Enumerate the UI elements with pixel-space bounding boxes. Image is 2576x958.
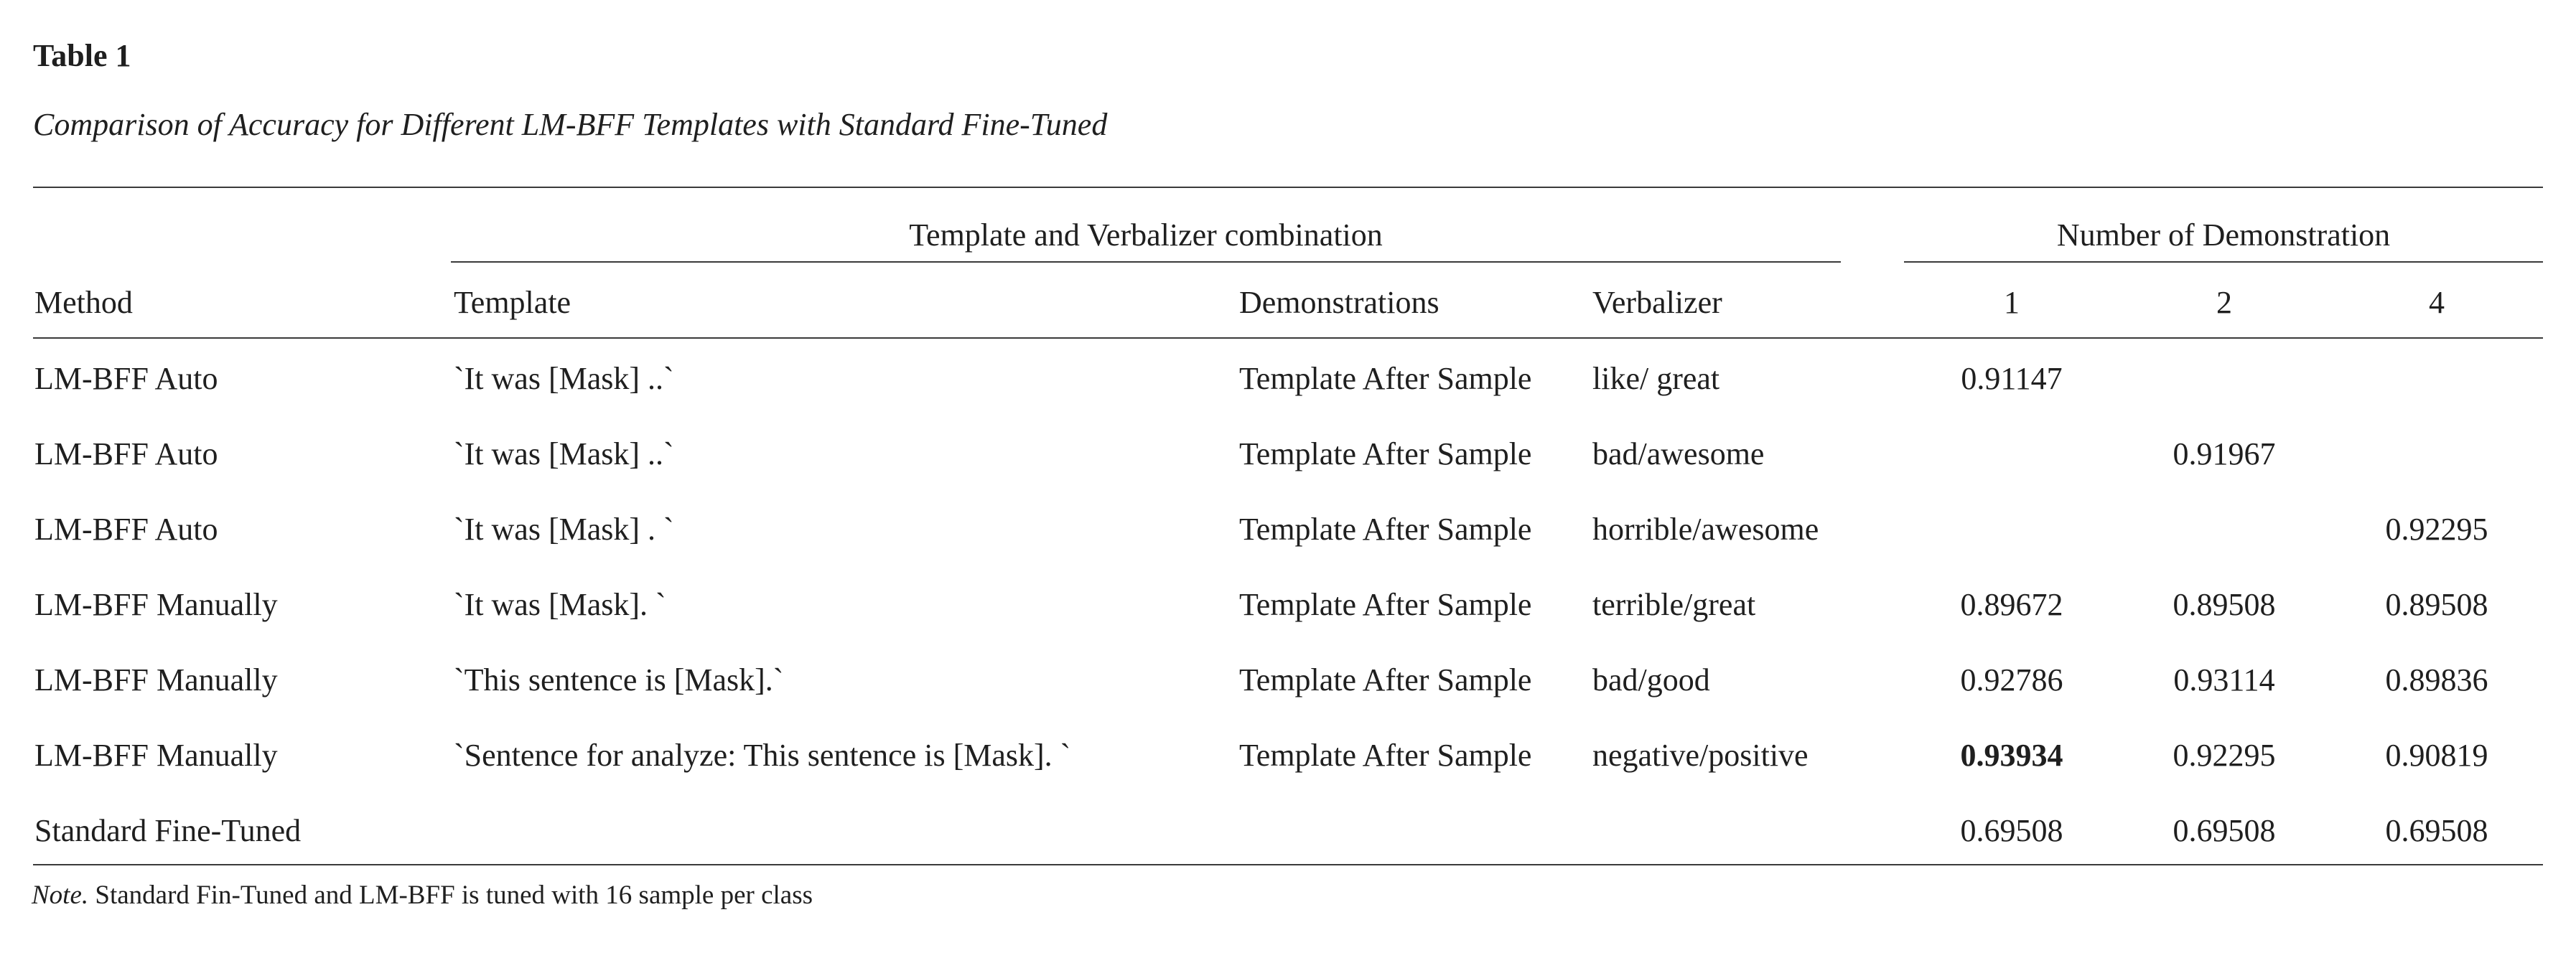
note-label: Note. bbox=[32, 880, 89, 910]
group-header-num-demonstration: Number of Demonstration bbox=[2056, 217, 2391, 253]
table-row-demonstrations: Template After Sample bbox=[1239, 662, 1532, 698]
table-row-demonstrations: Template After Sample bbox=[1239, 512, 1532, 547]
table-row-demonstrations: Template After Sample bbox=[1239, 738, 1532, 773]
col-header-1: 1 bbox=[2004, 285, 2020, 320]
top-rule bbox=[33, 187, 2543, 188]
group-rule-demonstration bbox=[1904, 261, 2543, 263]
table-row-value-1: 0.69508 bbox=[1960, 813, 2063, 848]
table-row-verbalizer: bad/awesome bbox=[1592, 436, 1765, 471]
table-row-value-1: 0.89672 bbox=[1960, 587, 2063, 622]
table-row-verbalizer: negative/positive bbox=[1592, 738, 1809, 773]
table-row-verbalizer: like/ great bbox=[1592, 361, 1720, 396]
table-row-template: `This sentence is [Mask].` bbox=[454, 662, 784, 698]
table-row-value-4: 0.89836 bbox=[2385, 662, 2488, 698]
table-row-template: `It was [Mask] . ` bbox=[454, 512, 674, 547]
table-row-method: LM-BFF Manually bbox=[34, 738, 278, 773]
table-row-method: LM-BFF Auto bbox=[34, 512, 218, 547]
table-row-value-4: 0.69508 bbox=[2385, 813, 2488, 848]
table-row-value-2: 0.93114 bbox=[2173, 662, 2275, 698]
table-row-method: LM-BFF Auto bbox=[34, 436, 218, 471]
table-note: Note. Standard Fin-Tuned and LM-BFF is t… bbox=[32, 880, 813, 911]
table-caption: Comparison of Accuracy for Different LM-… bbox=[33, 107, 1108, 142]
table-row-value-4: 0.90819 bbox=[2385, 738, 2488, 773]
header-rule bbox=[33, 337, 2543, 339]
table-row-demonstrations: Template After Sample bbox=[1239, 361, 1532, 396]
bottom-rule bbox=[33, 864, 2543, 865]
table-row-method: LM-BFF Manually bbox=[34, 587, 278, 622]
table-row-value-2: 0.91967 bbox=[2173, 436, 2276, 471]
table-row-value-2: 0.92295 bbox=[2173, 738, 2276, 773]
table-row-method: Standard Fine-Tuned bbox=[34, 813, 302, 848]
table-row-value-2: 0.69508 bbox=[2173, 813, 2276, 848]
table-label: Table 1 bbox=[33, 38, 131, 73]
table-row-demonstrations: Template After Sample bbox=[1239, 436, 1532, 471]
table-row-verbalizer: bad/good bbox=[1592, 662, 1710, 698]
table-row-value-4: 0.92295 bbox=[2385, 512, 2488, 547]
note-text: Standard Fin-Tuned and LM-BFF is tuned w… bbox=[88, 880, 813, 910]
table-row-method: LM-BFF Manually bbox=[34, 662, 278, 698]
col-header-demonstrations: Demonstrations bbox=[1239, 285, 1439, 320]
col-header-2: 2 bbox=[2216, 285, 2232, 320]
group-rule-template bbox=[451, 261, 1841, 263]
table-row-method: LM-BFF Auto bbox=[34, 361, 218, 396]
table-row-template: `It was [Mask] ..` bbox=[454, 361, 674, 396]
col-header-4: 4 bbox=[2429, 285, 2445, 320]
table-row-demonstrations: Template After Sample bbox=[1239, 587, 1532, 622]
table-row-value-1-best: 0.93934 bbox=[1960, 738, 2063, 773]
group-header-template-verbalizer: Template and Verbalizer combination bbox=[909, 217, 1383, 253]
table-row-value-4: 0.89508 bbox=[2385, 587, 2488, 622]
table-row-value-2: 0.89508 bbox=[2173, 587, 2276, 622]
col-header-method: Method bbox=[34, 285, 133, 320]
col-header-verbalizer: Verbalizer bbox=[1592, 285, 1722, 320]
table-row-template: `Sentence for analyze: This sentence is … bbox=[454, 738, 1071, 773]
col-header-template: Template bbox=[454, 285, 571, 320]
table-row-value-1: 0.91147 bbox=[1961, 361, 2063, 396]
table-row-verbalizer: terrible/great bbox=[1592, 587, 1756, 622]
table-row-template: `It was [Mask] ..` bbox=[454, 436, 674, 471]
table-row-template: `It was [Mask]. ` bbox=[454, 587, 666, 622]
table-row-verbalizer: horrible/awesome bbox=[1592, 512, 1819, 547]
table-row-value-1: 0.92786 bbox=[1960, 662, 2063, 698]
